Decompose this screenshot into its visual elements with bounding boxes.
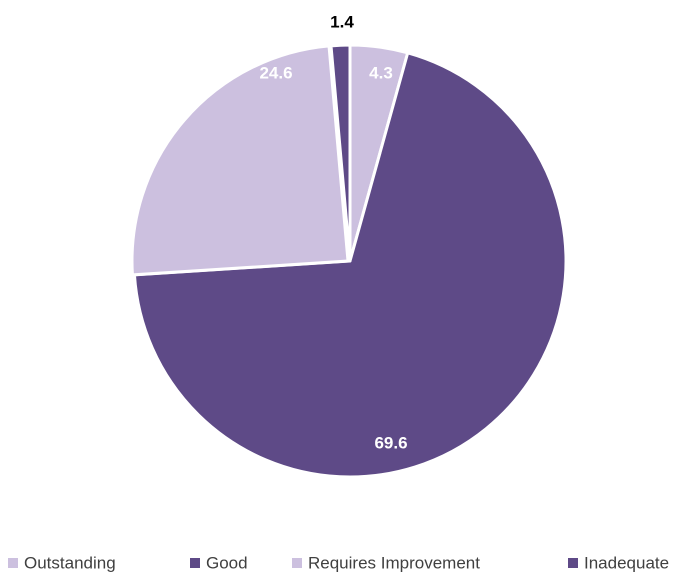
data-label-good: 69.6 bbox=[374, 434, 407, 453]
pie-slice-inadequate bbox=[329, 43, 352, 263]
pie-slice-good bbox=[132, 51, 568, 479]
pie-data-labels: 4.3 69.6 24.6 1.4 bbox=[259, 13, 407, 453]
data-label-outstanding: 4.3 bbox=[369, 64, 393, 83]
pie-slices bbox=[130, 43, 568, 479]
legend-swatch bbox=[292, 558, 302, 568]
legend-swatch bbox=[568, 558, 578, 568]
legend-label: Outstanding bbox=[24, 554, 116, 573]
legend-swatch bbox=[8, 558, 18, 568]
legend-item-good: Good bbox=[190, 554, 248, 573]
pie-slice-requires-improvement bbox=[130, 44, 350, 277]
legend-item-outstanding: Outstanding bbox=[8, 554, 116, 573]
legend-item-requires-improvement: Requires Improvement bbox=[292, 554, 480, 573]
data-label-requires-improvement: 24.6 bbox=[259, 64, 292, 83]
legend-label: Good bbox=[206, 554, 248, 573]
data-label-inadequate: 1.4 bbox=[330, 13, 354, 32]
legend-label: Inadequate bbox=[584, 554, 669, 573]
legend: Outstanding Good Requires Improvement Inade… bbox=[8, 554, 669, 573]
legend-item-inadequate: Inadequate bbox=[568, 554, 669, 573]
legend-swatch bbox=[190, 558, 200, 568]
legend-label: Requires Improvement bbox=[308, 554, 480, 573]
